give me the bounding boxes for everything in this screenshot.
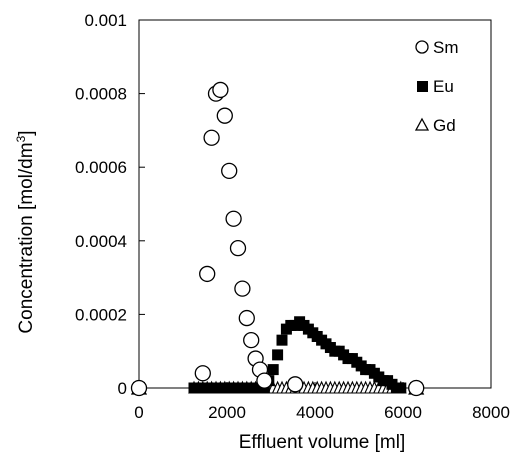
series-sm [130, 81, 425, 397]
legend-marker-eu [417, 81, 428, 92]
sm-data-point [256, 372, 273, 389]
eu-data-point [276, 334, 288, 346]
y-tick-label: 0 [118, 379, 127, 398]
sm-data-point [234, 280, 251, 297]
y-tick-label: 0.0002 [75, 305, 127, 324]
legend-label-sm: Sm [433, 38, 459, 57]
legend-item-gd: Gd [414, 116, 456, 135]
eu-data-point [272, 349, 284, 361]
legend-label-gd: Gd [433, 116, 456, 135]
x-tick-label: 0 [134, 403, 143, 422]
x-tick-label: 6000 [384, 403, 422, 422]
y-tick-label: 0.0008 [75, 85, 127, 104]
sm-data-point [408, 379, 425, 397]
y-axis-label-main: Concentration [mol/dm [16, 142, 37, 333]
eu-data-point [267, 364, 279, 376]
sm-data-point [287, 376, 304, 393]
x-tick-label: 4000 [296, 403, 334, 422]
x-tick-label: 8000 [472, 403, 510, 422]
sm-data-point [199, 265, 216, 283]
y-tick-label: 0.0006 [75, 158, 127, 177]
sm-data-point [203, 129, 220, 146]
sm-data-point [225, 210, 242, 227]
sm-data-point [212, 81, 229, 99]
eu-data-point [395, 382, 407, 394]
tick-labels: 0 0.0002 0.0004 0.0006 0.0008 0.001 0 2000 4000 6… [75, 11, 510, 422]
legend-item-sm: Sm [415, 38, 459, 57]
y-tick-label: 0.001 [84, 11, 127, 30]
legend-marker-gd [414, 117, 430, 131]
sm-data-point [194, 365, 211, 382]
legend-marker-sm [415, 40, 429, 54]
y-axis-label: Concentration [mol/dm3] [14, 130, 37, 333]
sm-data-point [130, 379, 148, 397]
sm-data-point [229, 240, 247, 257]
x-axis-label: Effluent volume [ml] [239, 432, 406, 453]
sm-data-point [243, 332, 260, 349]
sm-data-point [216, 107, 233, 124]
legend: Sm Eu Gd [414, 38, 459, 135]
sm-data-point [238, 309, 255, 327]
y-axis-label-suffix: ] [16, 130, 37, 135]
sm-data-point [221, 162, 238, 180]
legend-item-eu: Eu [417, 77, 454, 96]
legend-label-eu: Eu [433, 77, 454, 96]
y-tick-label: 0.0004 [75, 232, 127, 251]
x-tick-label: 2000 [208, 403, 246, 422]
y-axis-label-superscript: 3 [14, 135, 28, 142]
